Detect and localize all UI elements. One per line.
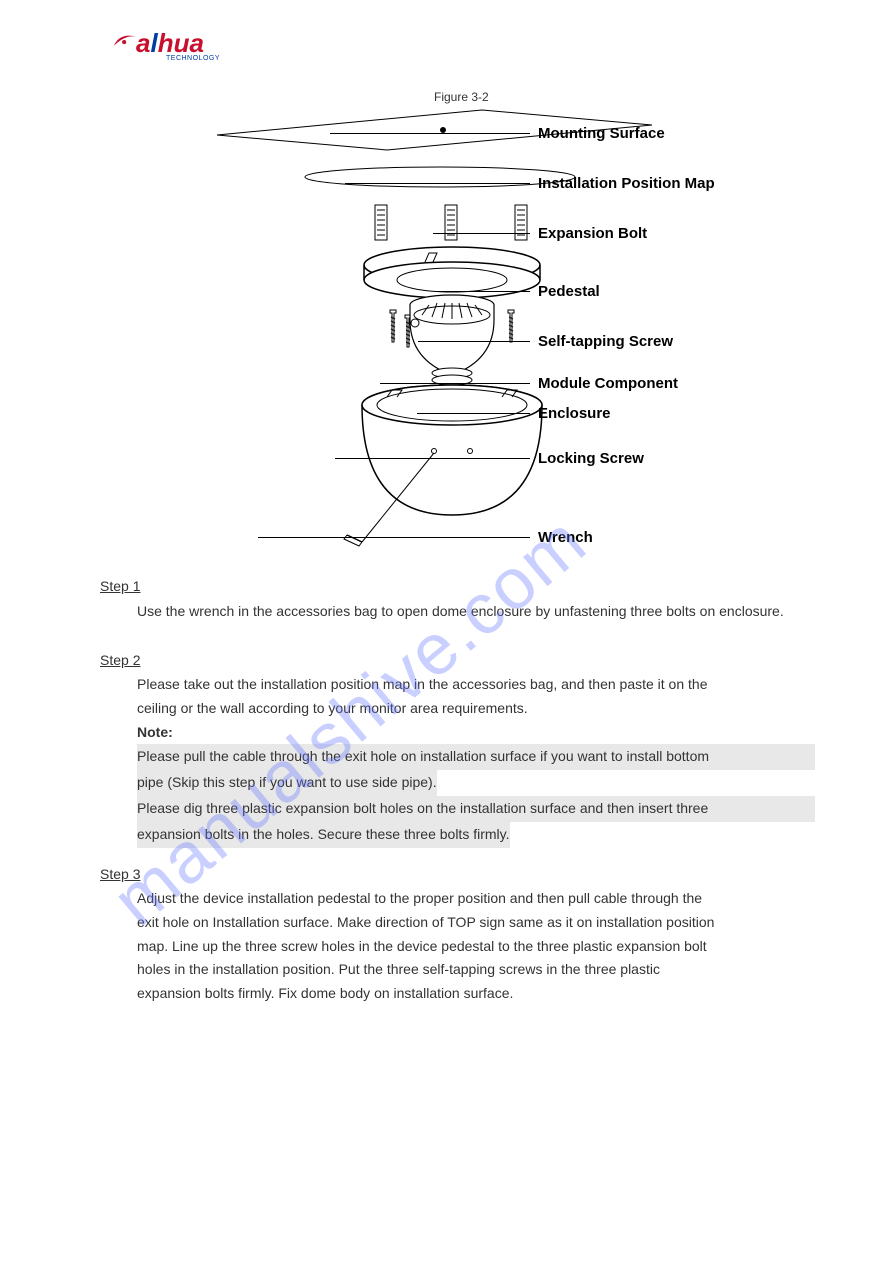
step2-note-line2: pipe (Skip this step if you want to use … xyxy=(137,770,437,796)
leader-line xyxy=(417,413,530,414)
part-label: Locking Screw xyxy=(538,450,644,467)
leader-line xyxy=(433,233,530,234)
leader-line xyxy=(258,537,530,538)
logo-char-hua: hua xyxy=(158,28,204,58)
part-label: Module Component xyxy=(538,375,678,392)
part-label: Pedestal xyxy=(538,283,600,300)
step3-line5: expansion bolts firmly. Fix dome body on… xyxy=(137,985,513,1001)
step3-line3: map. Line up the three screw holes in th… xyxy=(137,938,707,954)
step3-body: Adjust the device installation pedestal … xyxy=(137,887,817,1006)
module-component-shape xyxy=(410,295,494,385)
expansion-bolts-shape xyxy=(375,205,527,240)
step3-line4: holes in the installation position. Put … xyxy=(137,961,660,977)
step3-label: Step 3 xyxy=(100,866,140,882)
step2-line2: ceiling or the wall according to your mo… xyxy=(137,700,528,716)
leader-line xyxy=(330,133,530,134)
logo-char-l: l xyxy=(150,28,157,58)
step1-body: Use the wrench in the accessories bag to… xyxy=(137,600,817,624)
step2-body: Please take out the installation positio… xyxy=(137,673,817,848)
enclosure-shape xyxy=(362,385,542,515)
step2-label: Step 2 xyxy=(100,652,140,668)
logo-char-a: a xyxy=(136,28,150,58)
leader-line xyxy=(345,183,530,184)
step3-line2: exit hole on Installation surface. Make … xyxy=(137,914,714,930)
leader-line xyxy=(335,458,530,459)
part-label: Installation Position Map xyxy=(538,175,715,192)
step2-note-label: Note: xyxy=(137,724,173,740)
step2-line1: Please take out the installation positio… xyxy=(137,676,707,692)
leader-line xyxy=(380,383,530,384)
part-label: Wrench xyxy=(538,529,593,546)
step2-note-line3: Please dig three plastic expansion bolt … xyxy=(137,796,815,822)
figure-caption: Figure 3-2 xyxy=(434,90,489,104)
position-map-shape xyxy=(305,167,575,187)
brand-logo: alhua TECHNOLOGY xyxy=(112,28,220,62)
step2-note-line4: expansion bolts in the holes. Secure the… xyxy=(137,822,510,848)
leader-line xyxy=(418,341,530,342)
step1-text: Use the wrench in the accessories bag to… xyxy=(137,603,784,619)
part-label: Expansion Bolt xyxy=(538,225,647,242)
part-label: Self-tapping Screw xyxy=(538,333,673,350)
step3-line1: Adjust the device installation pedestal … xyxy=(137,890,702,906)
step1-label: Step 1 xyxy=(100,578,140,594)
part-label: Enclosure xyxy=(538,405,611,422)
step2-note-line1: Please pull the cable through the exit h… xyxy=(137,744,815,770)
logo-subtext: TECHNOLOGY xyxy=(166,55,220,62)
exploded-diagram: Mounting Surface Installation Position Ma… xyxy=(207,105,727,565)
part-label: Mounting Surface xyxy=(538,125,665,142)
leader-line xyxy=(435,291,530,292)
